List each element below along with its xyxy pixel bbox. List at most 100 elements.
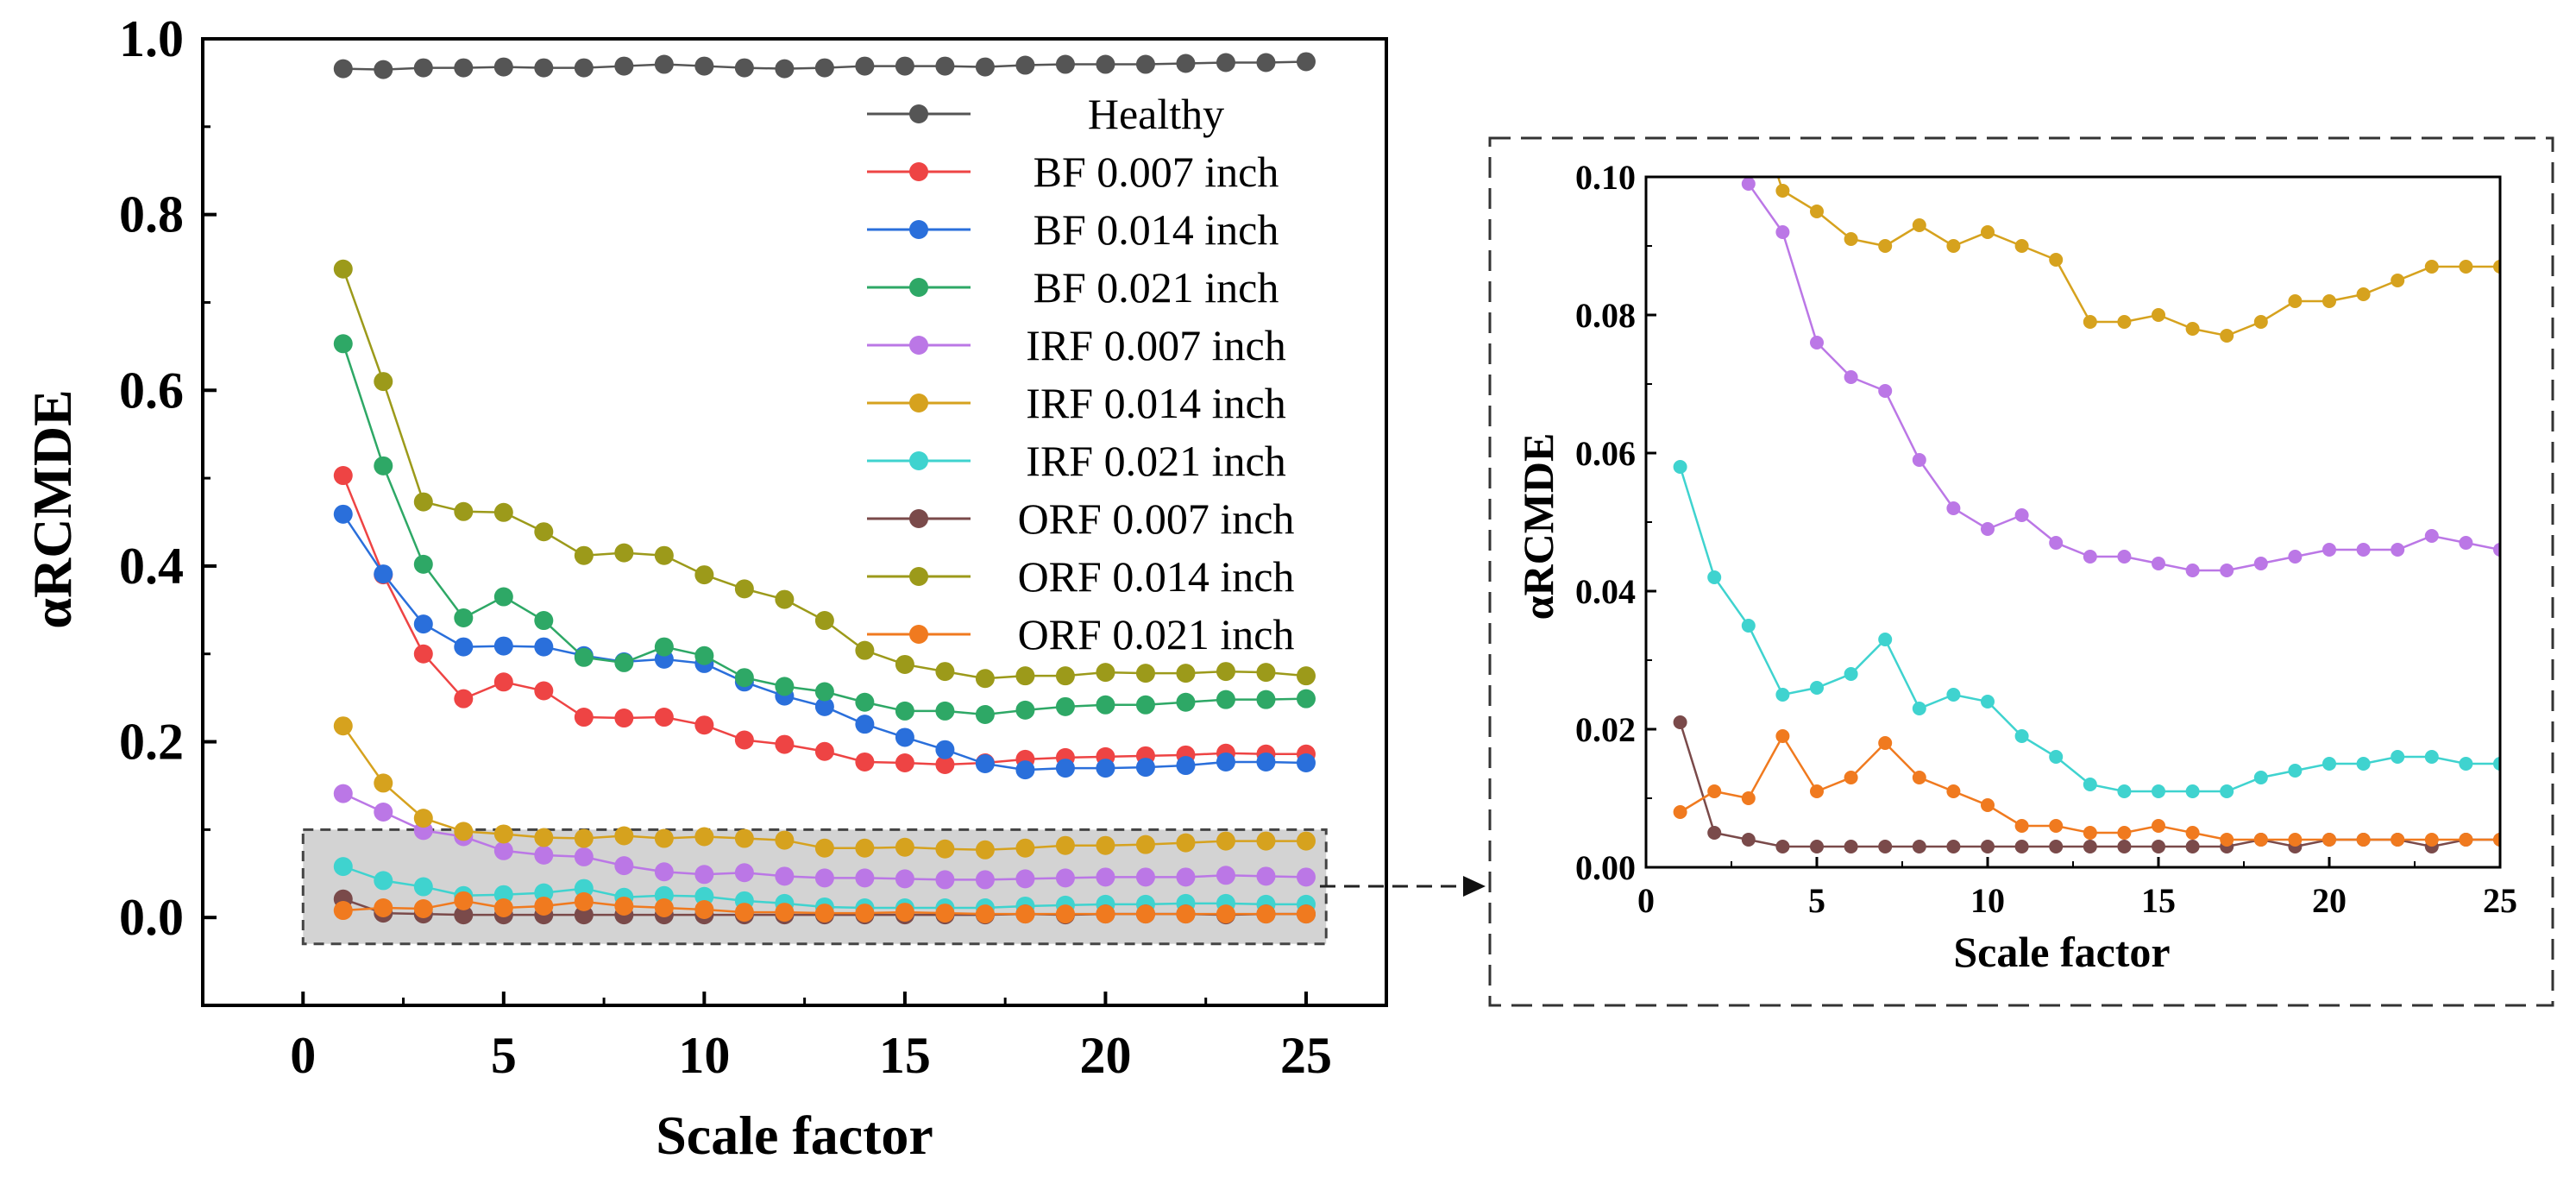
data-point-bf-0-021-inch	[493, 587, 513, 607]
inset-data-point-orf-0-021-inch	[1981, 798, 1995, 812]
main-x-tick-label: 15	[879, 1027, 931, 1084]
inset-data-point-irf-0-007-inch	[1981, 522, 1995, 536]
inset-data-point-orf-0-007-inch	[2083, 840, 2097, 853]
data-point-orf-0-014-inch	[493, 502, 513, 522]
main-y-tick-label: 0.8	[119, 186, 184, 243]
data-point-healthy	[775, 59, 795, 79]
legend-marker	[909, 278, 928, 297]
inset-data-point-irf-0-021-inch	[2253, 771, 2268, 784]
inset-data-point-irf-0-014-inch	[2356, 287, 2371, 301]
main-x-tick-label: 0	[290, 1027, 316, 1084]
inset-data-point-orf-0-021-inch	[2152, 819, 2165, 833]
inset-x-tick-label: 15	[2141, 881, 2176, 920]
legend-label: ORF 0.007 inch	[1018, 494, 1295, 543]
main-x-tick-label: 25	[1280, 1027, 1332, 1084]
data-point-orf-0-021-inch	[534, 896, 554, 916]
main-x-tick-label: 5	[491, 1027, 517, 1084]
data-point-irf-0-007-inch	[1216, 866, 1235, 885]
data-point-irf-0-007-inch	[333, 784, 353, 803]
legend-label: Healthy	[1088, 90, 1224, 138]
data-point-healthy	[614, 56, 634, 76]
inset-data-point-orf-0-021-inch	[1741, 791, 1756, 805]
inset-data-point-irf-0-014-inch	[2014, 239, 2029, 253]
data-point-bf-0-014-inch	[1216, 752, 1235, 771]
inset-data-point-orf-0-021-inch	[1775, 729, 1790, 743]
inset-data-point-orf-0-007-inch	[1981, 840, 1995, 853]
main-y-tick-label: 0.4	[119, 538, 184, 595]
inset-data-point-irf-0-014-inch	[2152, 308, 2165, 322]
inset-data-point-irf-0-014-inch	[2253, 315, 2268, 329]
data-point-irf-0-014-inch	[895, 837, 914, 857]
data-point-irf-0-007-inch	[1055, 868, 1075, 888]
data-point-orf-0-014-inch	[895, 654, 914, 674]
main-series-group	[333, 52, 1316, 925]
data-point-irf-0-014-inch	[1055, 835, 1075, 855]
inset-data-point-irf-0-007-inch	[1844, 370, 1858, 384]
inset-data-point-orf-0-021-inch	[2424, 833, 2439, 847]
data-point-bf-0-007-inch	[775, 734, 795, 754]
data-point-irf-0-021-inch	[374, 871, 393, 891]
main-x-ticks: 0 5 10 15 20 25	[290, 992, 1332, 1084]
main-y-tick-label: 0.6	[119, 362, 184, 419]
inset-data-point-irf-0-014-inch	[1742, 80, 1756, 94]
data-point-bf-0-021-inch	[855, 692, 875, 712]
data-point-irf-0-007-inch	[574, 847, 594, 866]
data-point-healthy	[493, 57, 513, 77]
inset-x-tick-label: 0	[1637, 881, 1655, 920]
inset-data-point-irf-0-021-inch	[1810, 681, 1824, 695]
inset-data-point-irf-0-014-inch	[2185, 322, 2200, 336]
data-point-irf-0-014-inch	[855, 838, 875, 858]
data-point-irf-0-014-inch	[574, 828, 594, 848]
inset-data-point-orf-0-007-inch	[2014, 840, 2029, 853]
inset-data-point-irf-0-021-inch	[2049, 750, 2064, 764]
data-point-bf-0-007-inch	[534, 681, 554, 701]
inset-data-point-orf-0-021-inch	[2083, 826, 2097, 840]
inset-data-point-irf-0-021-inch	[2391, 750, 2405, 764]
inset-data-point-irf-0-014-inch	[1946, 239, 1961, 253]
data-point-irf-0-021-inch	[333, 857, 353, 877]
data-point-irf-0-014-inch	[814, 838, 834, 858]
inset-data-point-irf-0-014-inch	[1775, 184, 1790, 198]
data-point-healthy	[694, 56, 714, 76]
inset-y-axis-title: αRCMDE	[1514, 433, 1562, 620]
inset-series-line-irf-0-021-inch	[1679, 466, 2500, 793]
data-point-bf-0-021-inch	[935, 701, 955, 721]
data-point-irf-0-007-inch	[895, 869, 914, 889]
inset-data-point-irf-0-014-inch	[2322, 294, 2336, 308]
data-point-orf-0-021-inch	[574, 891, 594, 911]
data-point-healthy	[734, 58, 754, 78]
inset-data-point-irf-0-007-inch	[2152, 557, 2165, 570]
inset-series-group	[1673, 80, 2500, 853]
inset-data-point-orf-0-021-inch	[2253, 833, 2268, 847]
data-point-irf-0-007-inch	[1256, 866, 1276, 886]
data-point-bf-0-007-inch	[333, 466, 353, 486]
main-plot-frame	[201, 37, 1388, 1007]
inset-data-point-irf-0-014-inch	[1878, 239, 1893, 253]
inset-series-irf-0-021-inch	[1673, 460, 2500, 798]
data-point-orf-0-007-inch	[574, 905, 594, 925]
inset-data-point-orf-0-021-inch	[2459, 833, 2473, 847]
inset-data-point-irf-0-021-inch	[1912, 702, 1926, 715]
data-point-bf-0-007-inch	[814, 741, 834, 761]
legend-label: IRF 0.014 inch	[1026, 379, 1285, 427]
data-point-orf-0-021-inch	[1256, 904, 1276, 924]
data-point-orf-0-014-inch	[1015, 666, 1035, 686]
data-point-bf-0-014-inch	[1256, 752, 1276, 771]
inset-data-point-irf-0-007-inch	[1912, 453, 1926, 467]
legend-marker	[909, 394, 928, 413]
series-irf-0-014-inch	[333, 716, 1316, 860]
data-point-irf-0-007-inch	[814, 868, 834, 888]
legend-label: BF 0.014 inch	[1034, 205, 1279, 254]
data-point-bf-0-021-inch	[1055, 696, 1075, 716]
zoom-connector-arrowhead	[1463, 876, 1486, 897]
data-point-irf-0-014-inch	[1135, 834, 1155, 854]
data-point-irf-0-014-inch	[775, 830, 795, 850]
data-point-orf-0-021-inch	[1096, 904, 1115, 924]
inset-data-point-irf-0-021-inch	[1844, 667, 1858, 681]
inset-data-point-orf-0-007-inch	[1912, 840, 1926, 853]
inset-data-point-irf-0-014-inch	[2391, 274, 2405, 287]
data-point-orf-0-014-inch	[975, 669, 995, 689]
zoom-connector	[1320, 876, 1486, 897]
data-point-bf-0-014-inch	[374, 564, 393, 584]
data-point-irf-0-007-inch	[1135, 867, 1155, 887]
